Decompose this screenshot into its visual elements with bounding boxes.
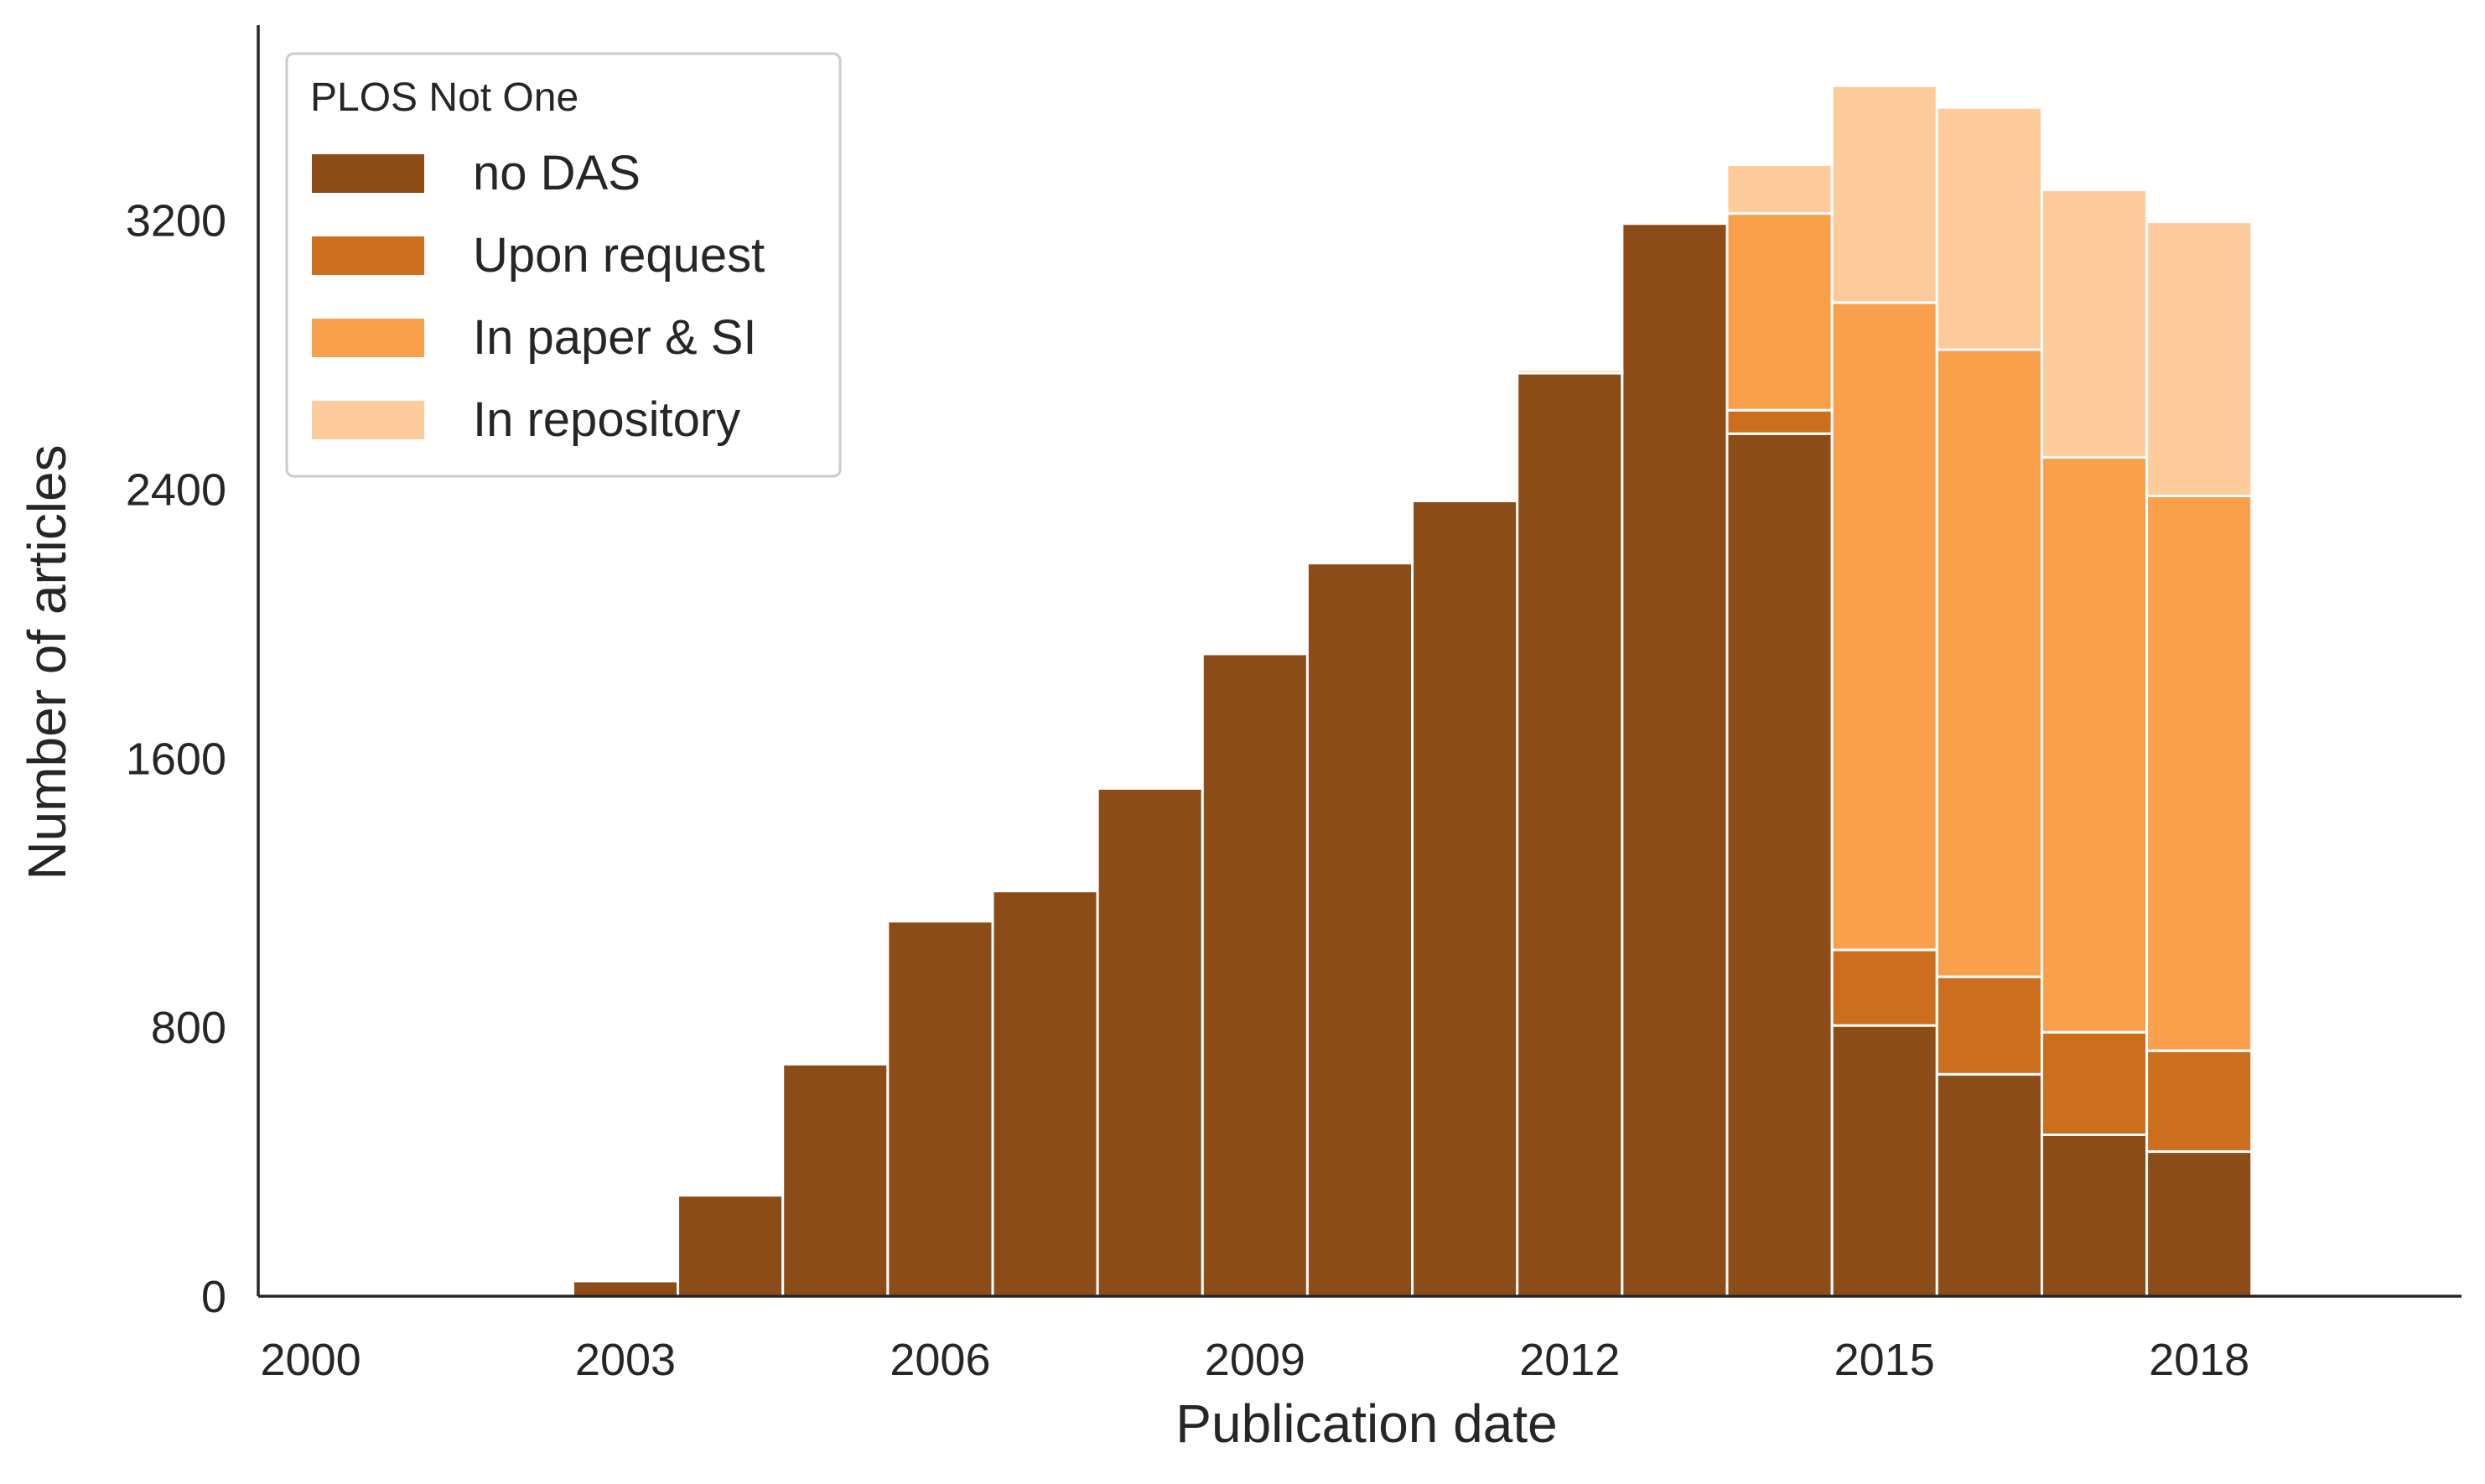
bar-no-das-2017 [2040, 1133, 2149, 1298]
y-tick-label-0: 0 [201, 1272, 226, 1322]
ticks-layer: 2000 2003 2006 2009 2012 2015 2018 0 800 1600 2400… [126, 196, 2249, 1385]
x-axis-label: Publication date [1175, 1393, 1557, 1454]
bar-upon-request-2016 [1935, 975, 2043, 1076]
bar-no-das-2007 [991, 890, 1099, 1298]
legend-swatch-in-repository [312, 401, 424, 439]
y-tick-label-3200: 3200 [126, 196, 226, 246]
bar-no-das-2003 [571, 1279, 680, 1298]
legend-frame [285, 52, 842, 478]
bar-in-repository-2015 [1830, 84, 1938, 304]
bar-in-paper-si-2014 [1725, 212, 1834, 412]
bar-in-paper-si-2018 [2145, 494, 2254, 1052]
bar-upon-request-2018 [2145, 1049, 2254, 1154]
x-tick-label-2000: 2000 [261, 1335, 361, 1385]
bar-in-repository-2017 [2040, 189, 2149, 459]
y-tick-label-1600: 1600 [126, 734, 226, 784]
bar-in-paper-si-2017 [2040, 455, 2149, 1034]
bar-in-repository-2016 [1935, 106, 2043, 351]
legend-label-in-paper-si: In paper & SI [473, 310, 757, 365]
bar-no-das-2012 [1516, 371, 1624, 1298]
legend: PLOS Not One no DAS Upon request In paper … [285, 52, 842, 478]
bar-upon-request-2014 [1725, 408, 1834, 435]
bar-in-repository-2014 [1725, 163, 1834, 215]
bar-no-das-2005 [781, 1062, 890, 1298]
x-tick-label-2012: 2012 [1519, 1335, 1620, 1385]
bar-no-das-2010 [1305, 562, 1414, 1298]
bar-in-repository-2018 [2145, 221, 2254, 497]
legend-label-in-repository: In repository [473, 392, 740, 447]
legend-swatch-no-das [312, 154, 424, 193]
legend-title: PLOS Not One [310, 75, 578, 120]
x-tick-label-2018: 2018 [2149, 1335, 2249, 1385]
y-axis-label: Number of articles [17, 444, 77, 880]
x-tick-label-2006: 2006 [890, 1335, 990, 1385]
bar-in-repository-2013 [1621, 219, 1729, 224]
legend-entries: no DAS Upon request In paper & SI In reposi… [312, 146, 765, 447]
bar-upon-request-2017 [2040, 1030, 2149, 1136]
bar-in-repository-2012 [1516, 368, 1624, 375]
legend-label-no-das: no DAS [473, 146, 641, 200]
legend-label-upon-request: Upon request [473, 228, 765, 283]
bar-no-das-2008 [1096, 786, 1204, 1298]
bar-no-das-2006 [886, 920, 994, 1298]
legend-swatch-upon-request [312, 236, 424, 275]
y-tick-label-800: 800 [151, 1003, 226, 1053]
bar-in-paper-si-2016 [1935, 348, 2043, 978]
bar-upon-request-2015 [1830, 948, 1938, 1027]
x-tick-label-2003: 2003 [575, 1335, 676, 1385]
x-tick-label-2009: 2009 [1205, 1335, 1305, 1385]
x-tick-label-2015: 2015 [1834, 1335, 1935, 1385]
bar-no-das-2016 [1935, 1072, 2043, 1298]
axes-layer [257, 25, 2462, 1298]
bar-no-das-2015 [1830, 1024, 1938, 1298]
y-tick-label-2400: 2400 [126, 464, 226, 515]
bars-layer [571, 84, 2254, 1298]
bar-no-das-2014 [1725, 432, 1834, 1298]
bar-no-das-2018 [2145, 1150, 2254, 1298]
bar-no-das-2004 [677, 1194, 785, 1298]
bar-no-das-2009 [1201, 652, 1309, 1298]
bar-in-paper-si-2015 [1830, 301, 1938, 952]
bar-no-das-2011 [1411, 499, 1519, 1298]
legend-swatch-in-paper-si [312, 319, 424, 357]
bar-no-das-2013 [1621, 222, 1729, 1298]
